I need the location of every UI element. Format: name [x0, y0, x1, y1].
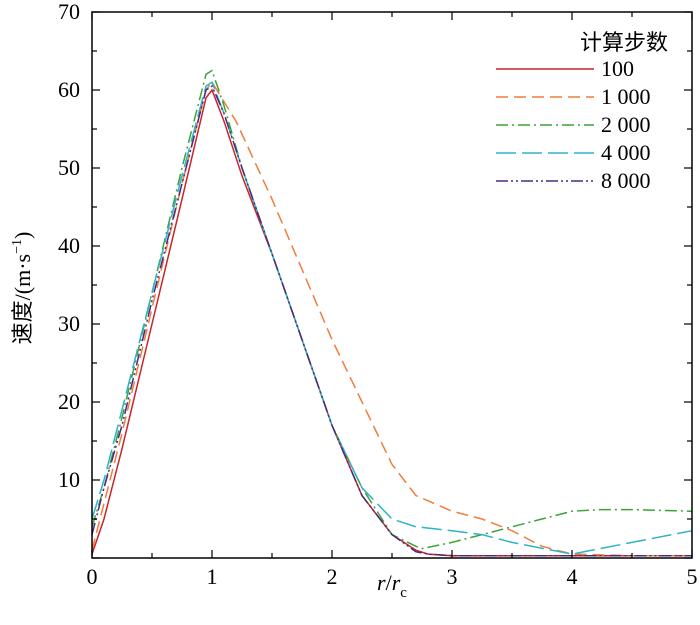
- y-tick-label: 60: [58, 77, 80, 102]
- legend: 计算步数 100 1 000 2 000 4 000 8 000: [496, 31, 668, 193]
- series-line-1: [91, 80, 692, 557]
- y-tick-label: 20: [58, 389, 80, 414]
- y-axis-title: 速度/(m·s−1): [10, 232, 35, 345]
- y-tick-label: 40: [58, 233, 80, 258]
- x-axis-title: r/rc: [377, 570, 407, 601]
- x-axis-subscript: c: [400, 585, 407, 601]
- y-tick-label: 70: [58, 0, 80, 24]
- axes-layer: [91, 11, 693, 559]
- x-tick-label: 0: [87, 564, 98, 589]
- y-tick-label: 10: [58, 467, 80, 492]
- y-tick-label: 30: [58, 311, 80, 336]
- x-axis-slash: /: [386, 570, 393, 595]
- x-tick-label: 2: [327, 564, 338, 589]
- y-axis-superscript: −1: [10, 239, 25, 254]
- tick-label-layer: 0 1 2 3 4 5 10 20 30 40 50 60 70: [58, 0, 698, 589]
- x-tick-label: 5: [687, 564, 698, 589]
- y-tick-label: 50: [58, 155, 80, 180]
- y-axis-text: 速度/(m·s: [10, 254, 35, 344]
- legend-label-0: 100: [601, 56, 634, 81]
- x-tick-label: 3: [447, 564, 458, 589]
- x-tick-label: 1: [207, 564, 218, 589]
- series-line-4: [91, 84, 692, 557]
- legend-label-4: 8 000: [601, 168, 651, 193]
- series-layer: [91, 69, 693, 557]
- legend-label-1: 1 000: [601, 84, 651, 109]
- legend-title: 计算步数: [580, 31, 668, 56]
- legend-label-3: 4 000: [601, 140, 651, 165]
- y-axis-close: ): [10, 232, 35, 239]
- x-tick-label: 4: [567, 564, 578, 589]
- legend-label-2: 2 000: [601, 112, 651, 137]
- series-line-3: [91, 81, 693, 555]
- x-axis-var: r: [377, 570, 386, 595]
- x-axis-var-denominator: r: [392, 570, 401, 595]
